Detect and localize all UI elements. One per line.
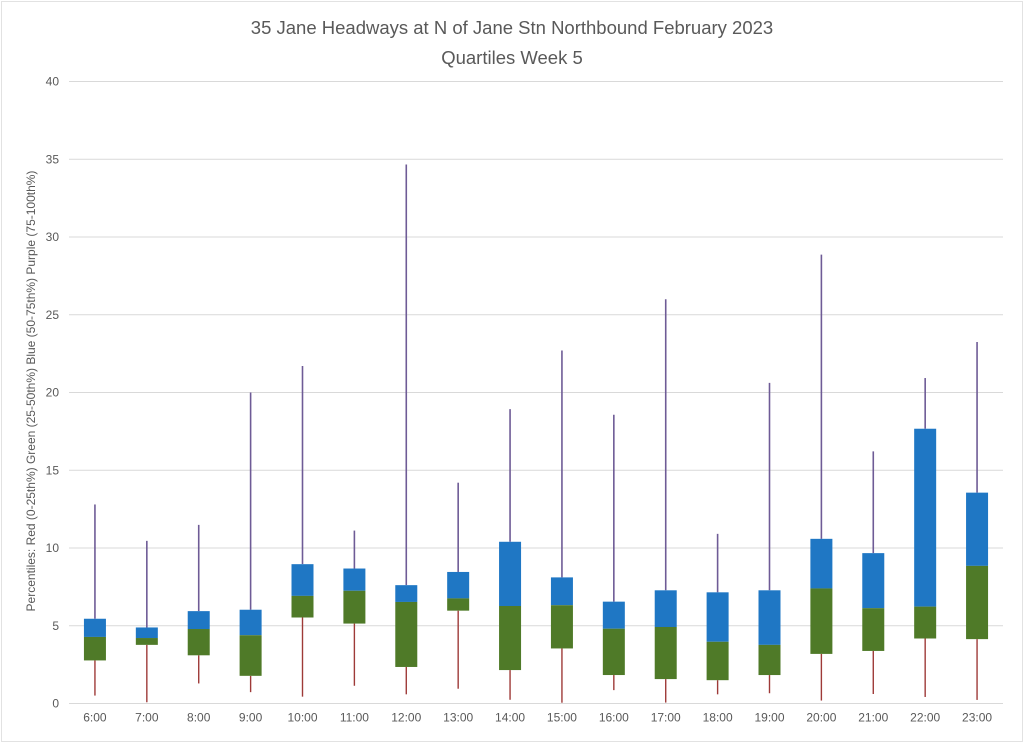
svg-text:13:00: 13:00 bbox=[443, 711, 473, 725]
svg-text:22:00: 22:00 bbox=[910, 711, 940, 725]
svg-text:16:00: 16:00 bbox=[599, 711, 629, 725]
svg-text:20:00: 20:00 bbox=[806, 711, 836, 725]
svg-text:18:00: 18:00 bbox=[703, 711, 733, 725]
svg-text:9:00: 9:00 bbox=[239, 711, 263, 725]
svg-text:8:00: 8:00 bbox=[187, 711, 211, 725]
svg-text:19:00: 19:00 bbox=[754, 711, 784, 725]
svg-text:15:00: 15:00 bbox=[547, 711, 577, 725]
svg-text:10: 10 bbox=[46, 541, 60, 555]
svg-text:30: 30 bbox=[46, 230, 60, 244]
svg-text:15: 15 bbox=[46, 463, 60, 477]
svg-text:12:00: 12:00 bbox=[391, 711, 421, 725]
svg-text:10:00: 10:00 bbox=[287, 711, 317, 725]
svg-text:23:00: 23:00 bbox=[962, 711, 992, 725]
svg-text:5: 5 bbox=[52, 619, 59, 633]
svg-text:21:00: 21:00 bbox=[858, 711, 888, 725]
svg-text:40: 40 bbox=[46, 75, 60, 89]
svg-text:6:00: 6:00 bbox=[83, 711, 107, 725]
svg-text:11:00: 11:00 bbox=[340, 711, 369, 725]
svg-text:25: 25 bbox=[46, 308, 60, 322]
svg-text:20: 20 bbox=[46, 386, 60, 400]
svg-text:17:00: 17:00 bbox=[651, 711, 681, 725]
svg-text:35: 35 bbox=[46, 152, 60, 166]
svg-text:0: 0 bbox=[52, 697, 59, 711]
svg-text:7:00: 7:00 bbox=[135, 711, 159, 725]
svg-text:14:00: 14:00 bbox=[495, 711, 525, 725]
